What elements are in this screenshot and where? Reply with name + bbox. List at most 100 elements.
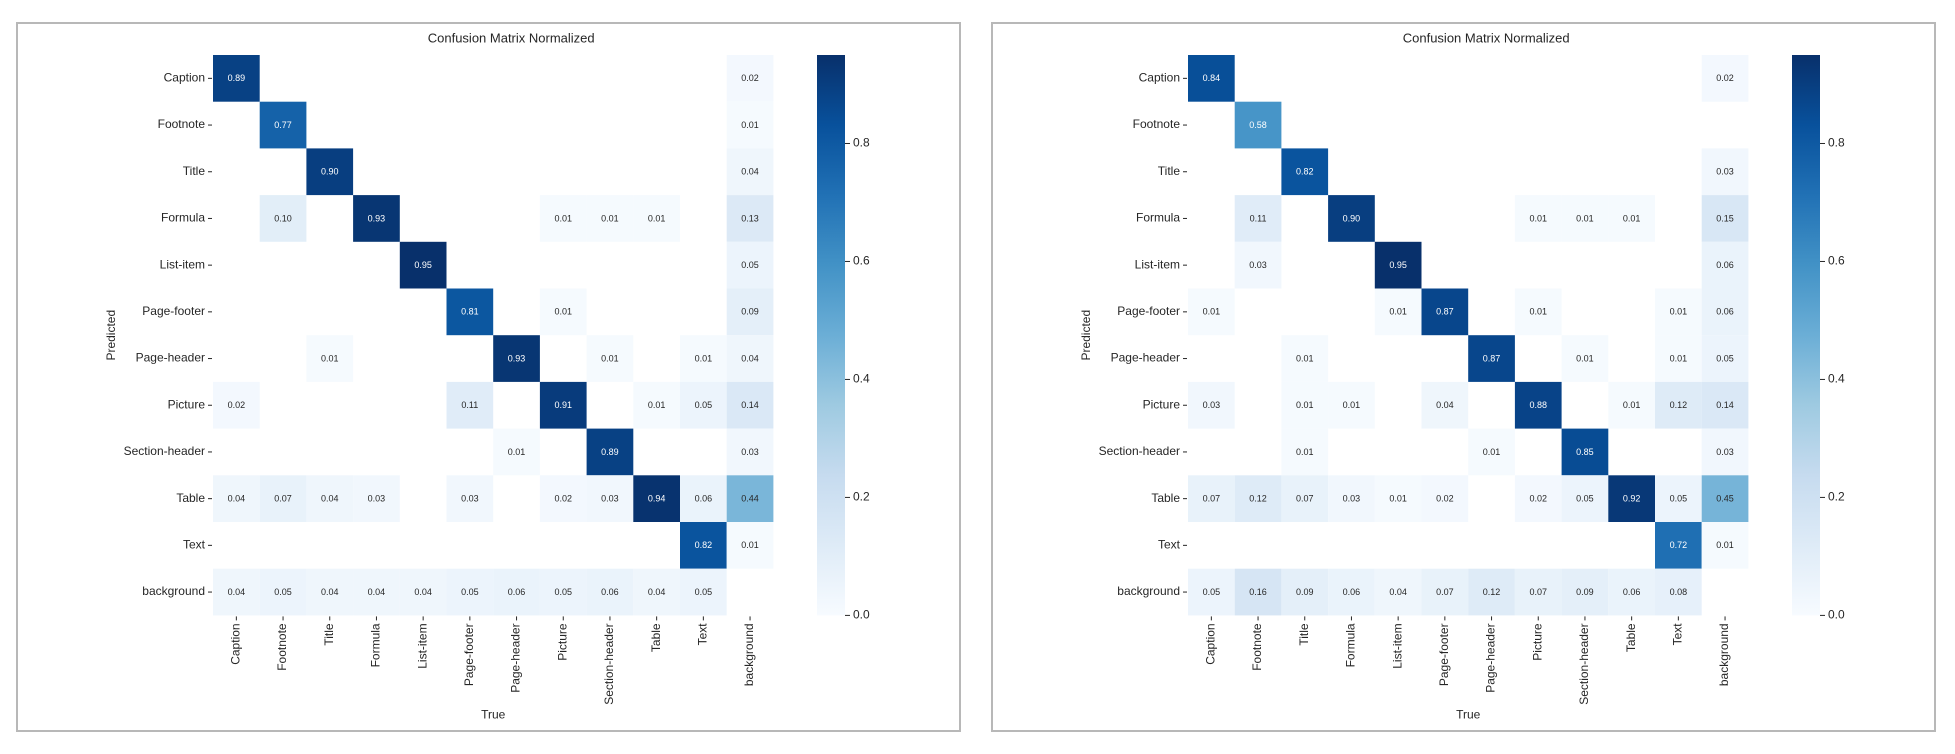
heatmap-cells: 0.89 0.02 0.77 0.01 0.90 0.04 0.10 0.93 0.01 0.01… [213, 55, 774, 616]
y-tick-label: Table [176, 491, 205, 505]
cell-value-label: 0.01 [1343, 400, 1361, 410]
y-tick-label: Footnote [158, 117, 206, 131]
cell-value-label: 0.01 [321, 353, 339, 363]
heatmap-cell [353, 475, 400, 522]
heatmap-cell [1421, 288, 1469, 336]
heatmap-cell [726, 381, 774, 429]
cell-value-label: 0.01 [1529, 213, 1547, 223]
x-tick-label: Table [1624, 623, 1638, 652]
cell-value-label: 0.02 [741, 73, 759, 83]
heatmap-cell [1234, 475, 1282, 522]
cell-value-label: 0.01 [1296, 447, 1314, 457]
chart-title: Confusion Matrix Normalized [1403, 30, 1570, 45]
heatmap-cell [1561, 335, 1609, 382]
cell-value-label: 0.01 [554, 307, 572, 317]
y-tick-label: Title [183, 164, 206, 178]
cell-value-label: 0.01 [1389, 307, 1407, 317]
cell-value-label: 0.05 [1670, 494, 1688, 504]
cell-value-label: 0.01 [1623, 400, 1641, 410]
heatmap-cell [1234, 195, 1282, 242]
heatmap-cell [1514, 475, 1562, 522]
y-tick-label: Section-header [124, 444, 205, 458]
heatmap-cell [399, 241, 447, 289]
heatmap-cell [1514, 288, 1562, 336]
heatmap-cell [1234, 101, 1282, 149]
heatmap-cell [586, 428, 634, 476]
colorbar [817, 55, 845, 616]
cell-value-label: 0.05 [1716, 353, 1734, 363]
cell-value-label: 0.01 [1670, 307, 1688, 317]
heatmap-cell [726, 288, 774, 336]
heatmap-cell [1608, 195, 1655, 242]
cell-value-label: 0.90 [1343, 213, 1361, 223]
cell-value-label: 0.02 [1529, 494, 1547, 504]
x-tick-label: List-item [415, 623, 429, 668]
colorbar-tick-label: 0.6 [853, 254, 870, 268]
colorbar-tick-label: 0.4 [853, 372, 870, 386]
heatmap-cell [726, 148, 774, 196]
colorbar-tick-label: 0.0 [1828, 608, 1845, 622]
colorbar-tick-label: 0.2 [1828, 490, 1845, 504]
cell-value-label: 0.05 [1203, 587, 1221, 597]
heatmap-cell [1281, 475, 1329, 522]
heatmap-cell [726, 475, 774, 522]
cell-value-label: 0.06 [1343, 587, 1361, 597]
heatmap-cell [1188, 381, 1235, 429]
cell-value-label: 0.03 [1203, 400, 1221, 410]
heatmap-cell [446, 288, 494, 336]
cell-value-label: 0.01 [1203, 307, 1221, 317]
heatmap-cell [1374, 568, 1422, 616]
cell-value-label: 0.03 [1343, 494, 1361, 504]
heatmap-cell [1561, 568, 1609, 616]
heatmap-cell [493, 335, 540, 382]
heatmap-cell [539, 195, 587, 242]
cell-value-label: 0.12 [1249, 494, 1267, 504]
heatmap-cell [726, 522, 774, 569]
heatmap-cell [1701, 522, 1749, 569]
y-tick-label: Footnote [1133, 117, 1181, 131]
cell-value-label: 0.95 [414, 260, 432, 270]
cell-value-label: 0.01 [601, 213, 619, 223]
heatmap-cell [1188, 475, 1235, 522]
cell-value-label: 0.04 [414, 587, 432, 597]
cell-value-label: 0.87 [1436, 307, 1454, 317]
cell-value-label: 0.06 [1716, 307, 1734, 317]
heatmap-cell [1608, 475, 1655, 522]
heatmap-cell [1188, 55, 1235, 102]
cell-value-label: 0.04 [741, 167, 759, 177]
cell-value-label: 0.15 [1716, 213, 1734, 223]
heatmap-cell [1701, 475, 1749, 522]
cell-value-label: 0.02 [1436, 494, 1454, 504]
cell-value-label: 0.04 [321, 587, 339, 597]
heatmap-cell [1281, 381, 1329, 429]
x-tick-label: Page-header [509, 623, 523, 692]
cell-value-label: 0.02 [554, 494, 572, 504]
cell-value-label: 0.14 [741, 400, 759, 410]
y-tick-label: Formula [1136, 211, 1180, 225]
heatmap-cell [586, 195, 634, 242]
x-tick-label: Picture [555, 623, 569, 661]
heatmap-cell [633, 475, 680, 522]
colorbar-tick-label: 0.8 [1828, 136, 1845, 150]
heatmap-cell [259, 101, 307, 149]
x-tick-label: Picture [1530, 623, 1544, 661]
x-tick-label: Text [696, 623, 710, 646]
cell-value-label: 0.01 [1296, 400, 1314, 410]
y-axis-label: Predicted [104, 310, 118, 361]
heatmap-cell [680, 568, 727, 616]
cell-value-label: 0.12 [1670, 400, 1688, 410]
x-tick-label: Footnote [1250, 623, 1264, 671]
heatmap-cell [399, 568, 447, 616]
x-tick-label: Title [1297, 623, 1311, 646]
heatmap-cell [1421, 381, 1469, 429]
heatmap-cell [1188, 288, 1235, 336]
cell-value-label: 0.04 [648, 587, 666, 597]
cell-value-label: 0.01 [1716, 540, 1734, 550]
cell-value-label: 0.06 [695, 494, 713, 504]
heatmap-cell [680, 335, 727, 382]
cell-value-label: 0.07 [1529, 587, 1547, 597]
heatmap-cell [259, 475, 307, 522]
x-axis-label: True [1456, 708, 1481, 722]
heatmap-cell [446, 568, 494, 616]
